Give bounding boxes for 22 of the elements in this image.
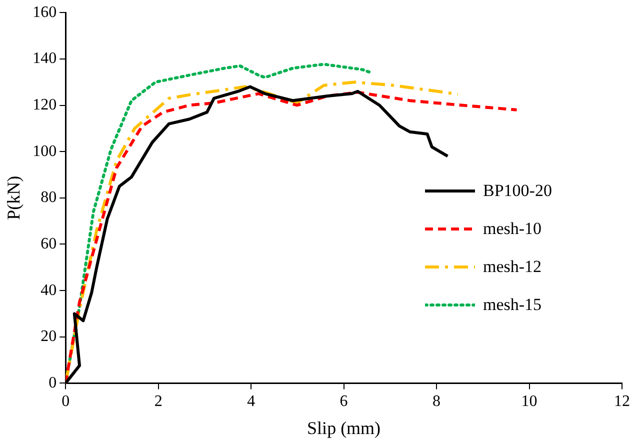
y-tick-label: 100 — [32, 142, 57, 160]
y-tick-label: 0 — [48, 374, 57, 392]
y-tick-label: 40 — [40, 282, 57, 299]
y-tick-label: 80 — [40, 189, 57, 206]
legend-label: mesh-10 — [483, 218, 542, 239]
x-tick-label: 4 — [247, 393, 256, 410]
x-tick-label: 8 — [432, 393, 441, 410]
legend-label: mesh-15 — [483, 294, 542, 315]
y-tick-label: 120 — [32, 96, 57, 114]
y-tick-label: 60 — [40, 235, 57, 252]
x-axis-title: Slip (mm) — [307, 418, 381, 438]
legend-label: BP100-20 — [483, 180, 552, 201]
y-tick-label: 20 — [40, 328, 57, 346]
x-tick-label: 6 — [340, 393, 348, 410]
y-axis-title: P(kN) — [4, 176, 24, 220]
x-tick-label: 10 — [521, 393, 538, 410]
y-tick-label: 140 — [32, 50, 57, 68]
x-tick-label: 12 — [614, 393, 630, 410]
y-tick-label: 160 — [32, 4, 57, 21]
legend-label: mesh-12 — [483, 256, 542, 277]
x-tick-label: 2 — [154, 393, 162, 410]
x-tick-label: 0 — [62, 393, 70, 410]
